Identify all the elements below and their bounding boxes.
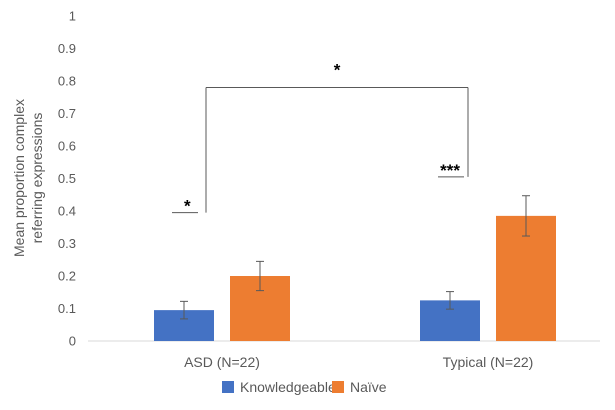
y-tick-label: 0.2	[58, 269, 76, 284]
y-axis-ticks: 0 0.1 0.2 0.3 0.4 0.5 0.6 0.7 0.8 0.9 1	[58, 9, 76, 349]
y-tick-label: 0.8	[58, 74, 76, 89]
legend-swatch	[222, 381, 234, 393]
y-tick-label: 0	[69, 334, 76, 349]
y-axis-label-line: referring expressions	[29, 113, 45, 244]
category-label: Typical (N=22)	[443, 354, 534, 370]
y-tick-label: 0.7	[58, 106, 76, 121]
y-axis-label-line: Mean proportion complex	[11, 99, 27, 257]
legend: Knowledgeable Naïve	[222, 379, 387, 395]
y-axis-label: Mean proportion complex referring express…	[11, 99, 45, 257]
significance-marker: ***	[440, 161, 460, 180]
significance-marker: *	[184, 197, 191, 216]
bar	[496, 215, 556, 341]
y-tick-label: 0.4	[58, 204, 76, 219]
y-tick-label: 0.1	[58, 301, 76, 316]
legend-label: Knowledgeable	[240, 379, 336, 395]
legend-swatch	[332, 381, 344, 393]
y-tick-label: 1	[69, 9, 76, 24]
category-labels: ASD (N=22) Typical (N=22)	[184, 354, 533, 370]
category-label: ASD (N=22)	[184, 354, 260, 370]
legend-label: Naïve	[350, 379, 387, 395]
y-tick-label: 0.5	[58, 171, 76, 186]
y-tick-label: 0.9	[58, 41, 76, 56]
significance-marker: *	[334, 61, 341, 80]
y-tick-label: 0.3	[58, 236, 76, 251]
y-tick-label: 0.6	[58, 139, 76, 154]
significance-annotations: *****	[172, 61, 469, 216]
bars	[154, 195, 556, 341]
